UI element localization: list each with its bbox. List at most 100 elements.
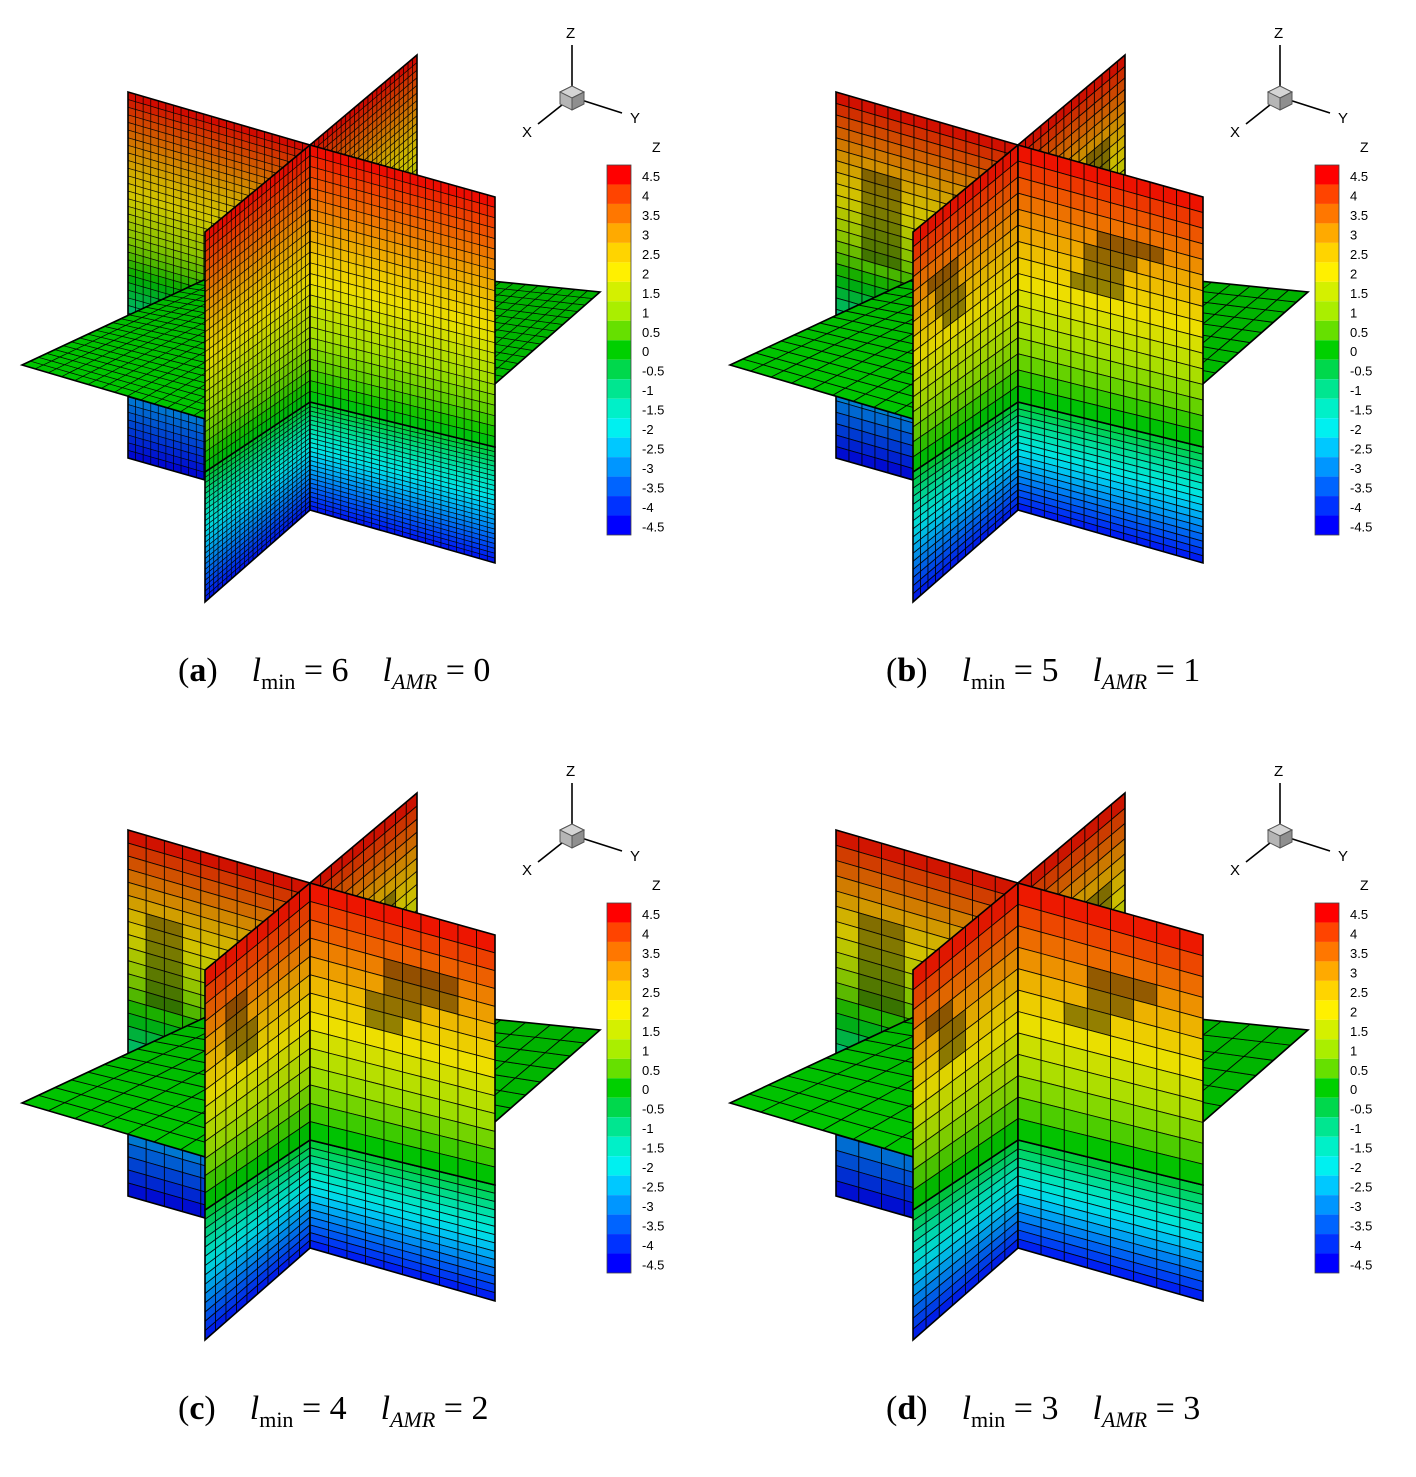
legend-level-label: 1 [1350, 305, 1357, 320]
plane-cells [309, 144, 496, 448]
min-subscript: min [971, 669, 1006, 694]
legend-level-label: -1 [642, 1121, 654, 1136]
plane-cells [309, 401, 496, 564]
legend-swatch [607, 1136, 631, 1157]
panel-label: b [897, 652, 917, 689]
panel-b: Z Y X Z 4.5 4 3.5 3 2.5 2 1.5 1 0.5 0 -0.5 -1 -1.5 -2 -2.5… [708, 0, 1416, 738]
legend-swatch [607, 1253, 631, 1273]
legend-level-label: -1.5 [1350, 403, 1372, 418]
caption-close-paren: ) [916, 652, 928, 689]
l-symbol: l [961, 1390, 972, 1427]
legend-level-label: 2.5 [1350, 985, 1368, 1000]
legend-swatch [607, 223, 631, 243]
plane-front-upper-right [309, 881, 496, 1187]
legend-level-label: 0 [1350, 1082, 1357, 1097]
plane-front-lower-right [309, 1138, 496, 1303]
legend-swatch [1315, 1039, 1339, 1059]
triad-z-label: Z [566, 763, 575, 780]
legend-level-label: 4.5 [642, 169, 660, 184]
lmin-value: = 6 [295, 652, 349, 689]
legend-level-label: -3.5 [642, 481, 664, 496]
legend-level-label: -2 [642, 1160, 654, 1175]
legend-level-label: 3.5 [1350, 946, 1368, 961]
legend-swatch [607, 903, 631, 923]
legend-swatch [1315, 496, 1339, 516]
legend-level-label: -2.5 [642, 1180, 664, 1195]
triad-y-label: Y [1338, 848, 1348, 865]
legend-swatch [1315, 1078, 1339, 1098]
legend-level-label: -3 [642, 461, 654, 476]
legend-swatch [1315, 941, 1339, 962]
legend-level-label: 4.5 [1350, 169, 1368, 184]
plane-cells [912, 1139, 1019, 1341]
plane-cells [204, 144, 311, 473]
legend-swatch [1315, 1000, 1339, 1020]
legend-swatch [607, 1039, 631, 1059]
panel-label: c [189, 1390, 205, 1427]
lamr-value: = 0 [437, 652, 491, 689]
legend-level-label: -1.5 [1350, 1141, 1372, 1156]
legend-swatch [607, 1019, 631, 1040]
legend-level-label: -2 [642, 422, 654, 437]
plane-front-lower-left [912, 400, 1019, 604]
legend-swatch [607, 262, 631, 282]
panel-label: a [189, 652, 207, 689]
legend-title: Z [652, 139, 661, 155]
plane-front-upper-left [204, 881, 311, 1212]
legend-swatch [1315, 1156, 1339, 1176]
legend-swatch [1315, 301, 1339, 321]
legend-level-label: 2 [1350, 1004, 1357, 1019]
legend-swatch [607, 1000, 631, 1020]
legend-level-label: -4.5 [1350, 1257, 1372, 1272]
legend-swatch [1315, 1234, 1339, 1254]
legend-swatch [607, 1175, 631, 1196]
legend-swatch [607, 398, 631, 419]
triad-z-label: Z [1274, 25, 1283, 42]
axis-triad: Z Y X [1230, 25, 1348, 141]
legend-level-label: 2 [1350, 266, 1357, 281]
plane-cells [912, 144, 1019, 473]
legend-swatch [1315, 437, 1339, 458]
legend-swatch [1315, 476, 1339, 497]
legend-level-label: -4.5 [642, 1257, 664, 1272]
legend-level-label: 0.5 [1350, 325, 1368, 340]
legend-swatch [1315, 184, 1339, 204]
legend-swatch [1315, 1175, 1339, 1196]
plane-front-upper-right [1017, 143, 1204, 449]
legend-level-label: 0 [642, 344, 649, 359]
legend-swatch [1315, 515, 1339, 535]
legend-level-label: 3.5 [642, 208, 660, 223]
panel-d: Z Y X Z 4.5 4 3.5 3 2.5 2 1.5 1 0.5 0 -0.5 -1 -1.5 -2 -2.5… [708, 738, 1416, 1476]
l-symbol: l [249, 1390, 260, 1427]
plane-cells [204, 1139, 311, 1341]
mesh-plot-c: ZYXZ4.543.532.521.510.50-0.5-1-1.5-2-2.5… [19, 763, 664, 1342]
legend-level-label: -3 [1350, 1199, 1362, 1214]
legend-level-label: 2.5 [642, 247, 660, 262]
legend-swatch [607, 941, 631, 962]
legend-level-label: -3 [642, 1199, 654, 1214]
legend-level-label: 0.5 [642, 1063, 660, 1078]
legend-swatch [607, 184, 631, 204]
legend-level-label: 4 [642, 188, 649, 203]
l-symbol: l [382, 652, 392, 689]
plane-front-upper-left [912, 881, 1019, 1212]
legend-level-label: 4.5 [1350, 907, 1368, 922]
legend-level-label: -0.5 [642, 364, 664, 379]
legend-level-label: 4 [1350, 926, 1357, 941]
lamr-value: = 2 [435, 1390, 489, 1427]
panel-caption-d: (d) lmin = 3 lAMR = 3 [886, 1390, 1200, 1433]
plane-front-upper-left [912, 143, 1019, 474]
legend-level-label: -4 [642, 1238, 654, 1253]
legend-swatch [1315, 961, 1339, 981]
panel-caption-c: (c) lmin = 4 lAMR = 2 [178, 1390, 488, 1433]
legend-level-label: -0.5 [642, 1102, 664, 1117]
plane-front-upper-right [309, 143, 496, 449]
legend-level-label: 3 [642, 227, 649, 242]
legend-level-label: 3 [1350, 227, 1357, 242]
legend-swatch [1315, 1117, 1339, 1137]
l-symbol: l [1092, 1390, 1102, 1427]
mesh-plot-b: ZYXZ4.543.532.521.510.50-0.5-1-1.5-2-2.5… [727, 25, 1372, 604]
plane-cells [309, 882, 496, 1186]
legend-level-label: 3 [642, 965, 649, 980]
legend-level-label: 4.5 [642, 907, 660, 922]
